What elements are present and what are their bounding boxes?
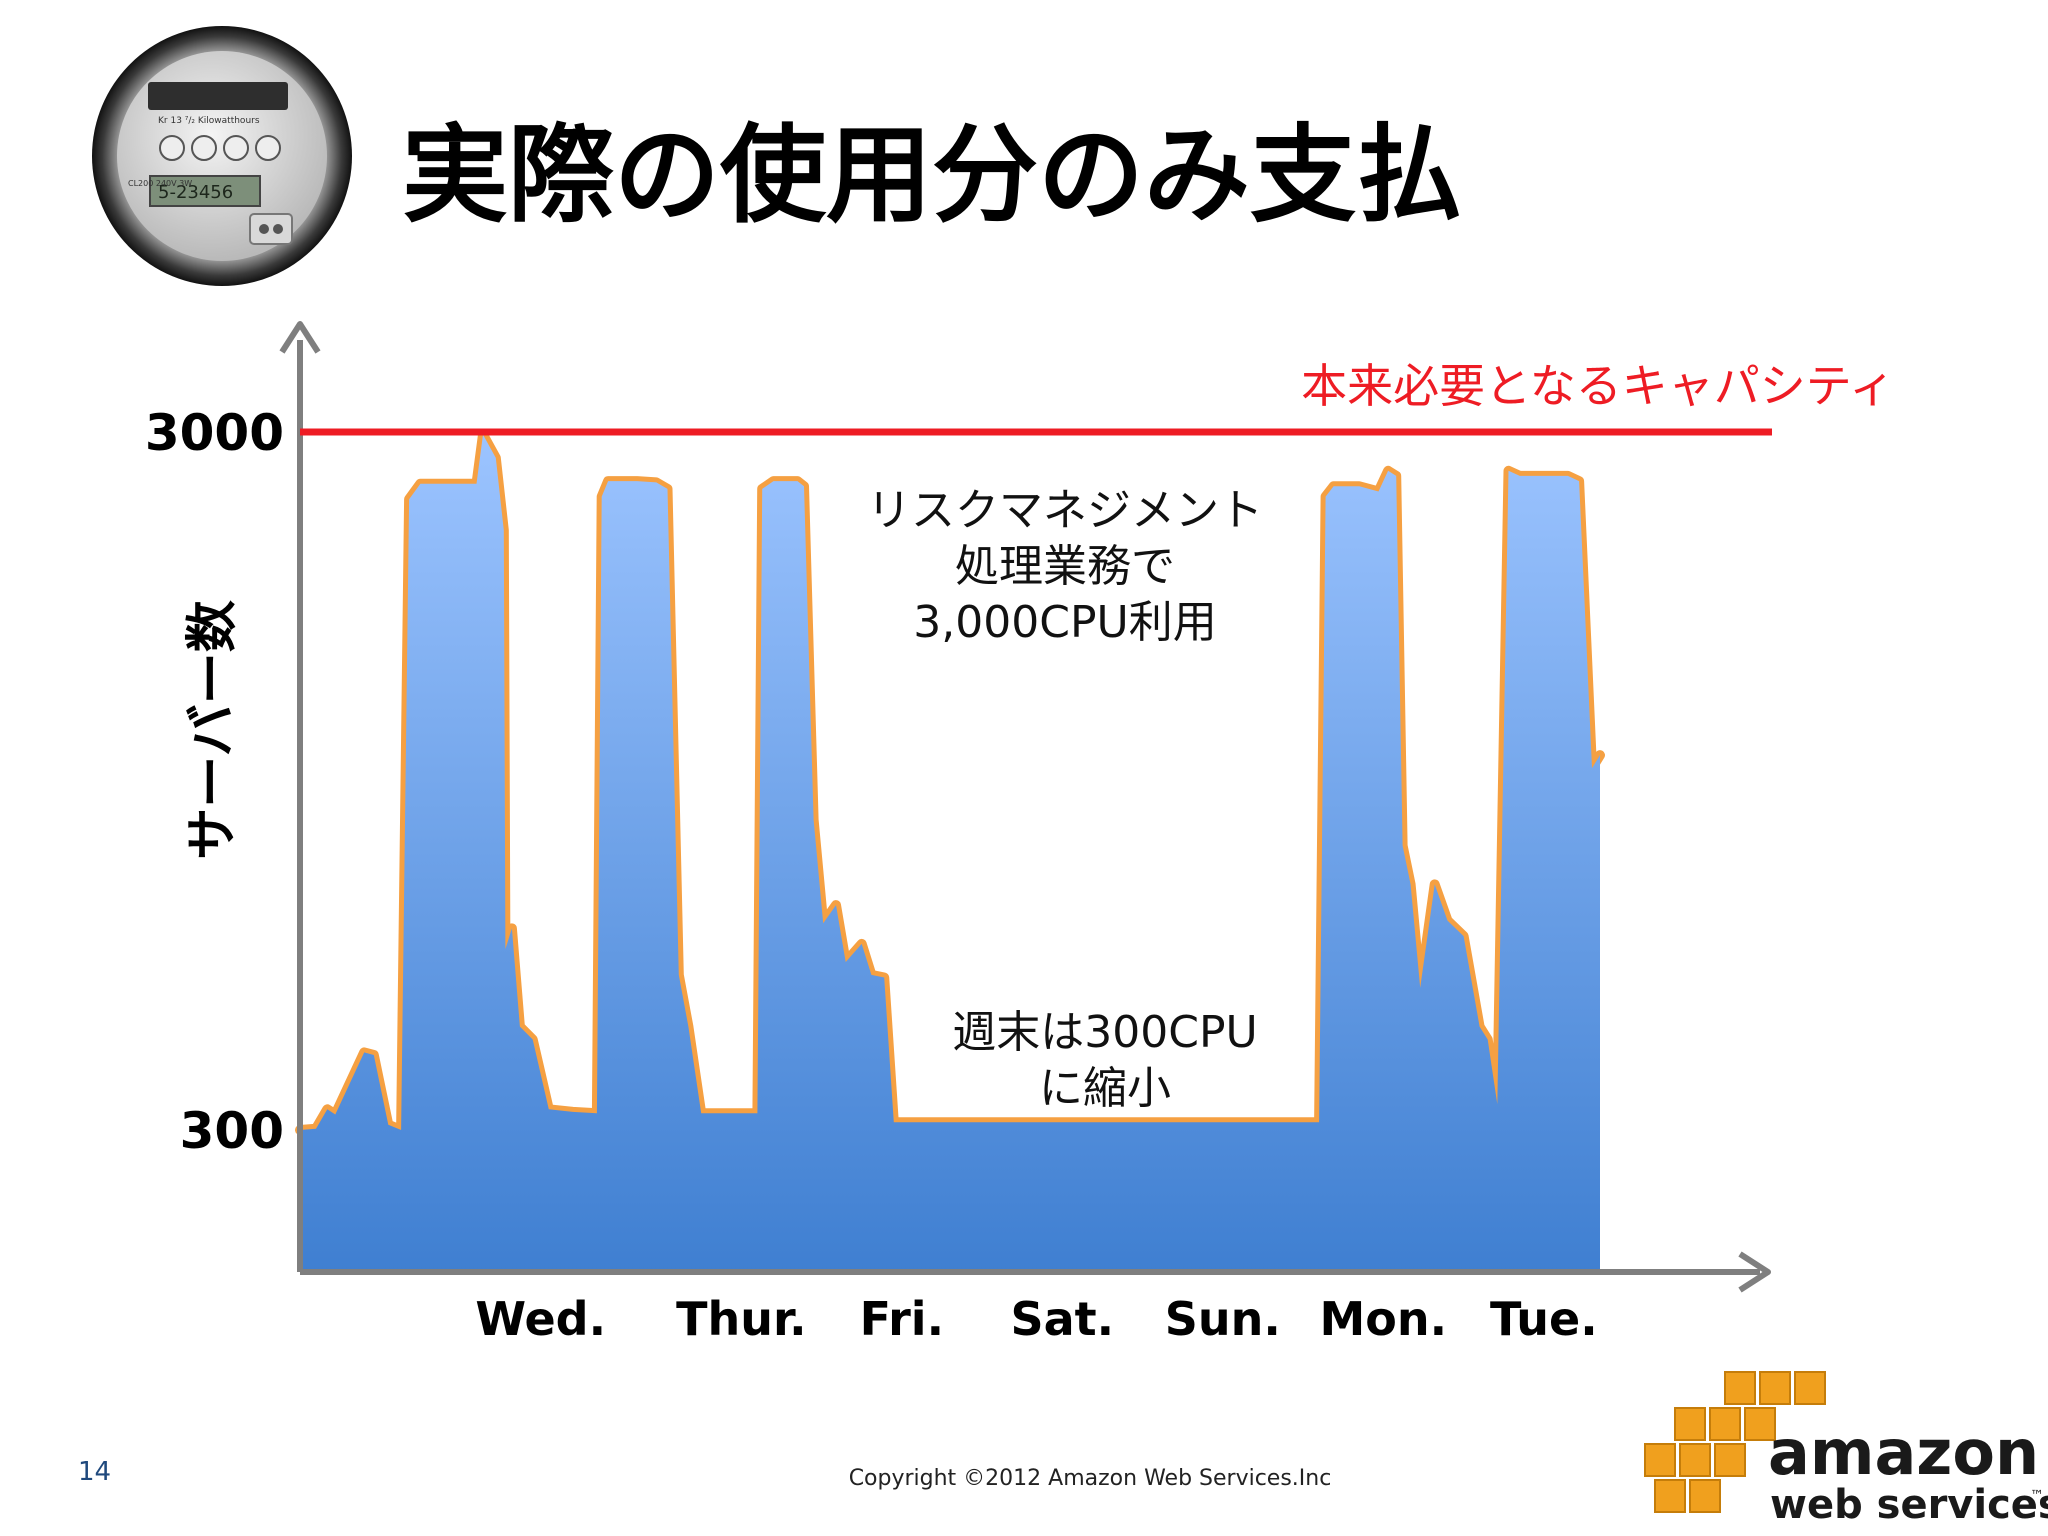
logo-cube: [1654, 1479, 1686, 1513]
y-tick-label: 300: [180, 1102, 284, 1160]
meter-port-hole-2: [273, 224, 283, 234]
meter-dial-1: [159, 135, 185, 161]
meter-dial-2: [191, 135, 217, 161]
x-tick-label: Fri.: [860, 1292, 944, 1346]
y-axis-arrow: [279, 321, 321, 354]
x-tick-label: Sat.: [1011, 1292, 1115, 1346]
capacity-layer: 本来必要となるキャパシティ: [300, 359, 1895, 436]
chart: 本来必要となるキャパシティ 3000 300 Wed. Thur. Fri. Sat. Su…: [145, 321, 1895, 1346]
page-title: 実際の使用分のみ支払: [402, 114, 1462, 237]
logo-amazon-text: amazon: [1768, 1416, 2039, 1489]
electric-meter-icon: Kr 13 ⁷/₂ Kilowatthours 5-23456 CL200 24…: [92, 26, 352, 286]
logo-cube: [1679, 1443, 1711, 1477]
annotation-line: に縮小: [1039, 1063, 1171, 1114]
logo-cube: [1794, 1371, 1826, 1405]
meter-port-hole-1: [259, 224, 269, 234]
meter-label-top: Kr 13 ⁷/₂ Kilowatthours: [158, 116, 260, 126]
meter-lcd: [149, 175, 261, 207]
logo-cube: [1724, 1371, 1756, 1405]
logo-cubes: [1644, 1371, 1826, 1513]
page-number: 14: [78, 1457, 111, 1487]
x-axis-arrow: [1738, 1251, 1771, 1293]
annotation-line: リスクマネジメント: [867, 485, 1263, 536]
x-tick-label: Wed.: [475, 1292, 606, 1346]
x-tick-label: Mon.: [1320, 1292, 1448, 1346]
logo-cube: [1759, 1371, 1791, 1405]
logo-cube: [1714, 1443, 1746, 1477]
x-tick-label: Tue.: [1490, 1292, 1598, 1346]
logo-cube: [1709, 1407, 1741, 1441]
logo-cube: [1689, 1479, 1721, 1513]
logo-cube: [1674, 1407, 1706, 1441]
logo-cube: [1744, 1407, 1776, 1441]
copyright: Copyright ©2012 Amazon Web Services.Inc: [849, 1466, 1332, 1491]
meter-label-bottom: CL200 240V 3W: [128, 179, 192, 188]
logo-tm: ™: [2030, 1488, 2044, 1504]
logo-cube: [1644, 1443, 1676, 1477]
x-tick-label: Thur.: [676, 1292, 806, 1346]
meter-lcd-digits: 5-23456: [158, 182, 233, 203]
y-tick-label: 3000: [145, 404, 284, 462]
axes-layer: [279, 321, 1771, 1293]
logo-webservices-text: web services: [1770, 1482, 2048, 1528]
area-fill: [300, 434, 1600, 1273]
annotation-line: 週末は300CPU: [952, 1007, 1257, 1058]
capacity-line-label: 本来必要となるキャパシティ: [1301, 359, 1895, 413]
annotation-line: 処理業務で: [955, 541, 1175, 592]
meter-dial-4: [255, 135, 281, 161]
meter-port: [249, 213, 293, 245]
meter-display-top: [148, 82, 288, 110]
ticks-layer: 3000 300 Wed. Thur. Fri. Sat. Sun. Mon. Tue.: [145, 404, 1598, 1346]
y-axis-label: サーバー数: [183, 600, 243, 859]
area-layer: [295, 429, 1605, 1273]
x-tick-label: Sun.: [1165, 1292, 1281, 1346]
annotation-line: 3,000CPU利用: [913, 597, 1216, 648]
meter-dial-3: [223, 135, 249, 161]
aws-logo: amazon web services ™: [1644, 1371, 2048, 1528]
